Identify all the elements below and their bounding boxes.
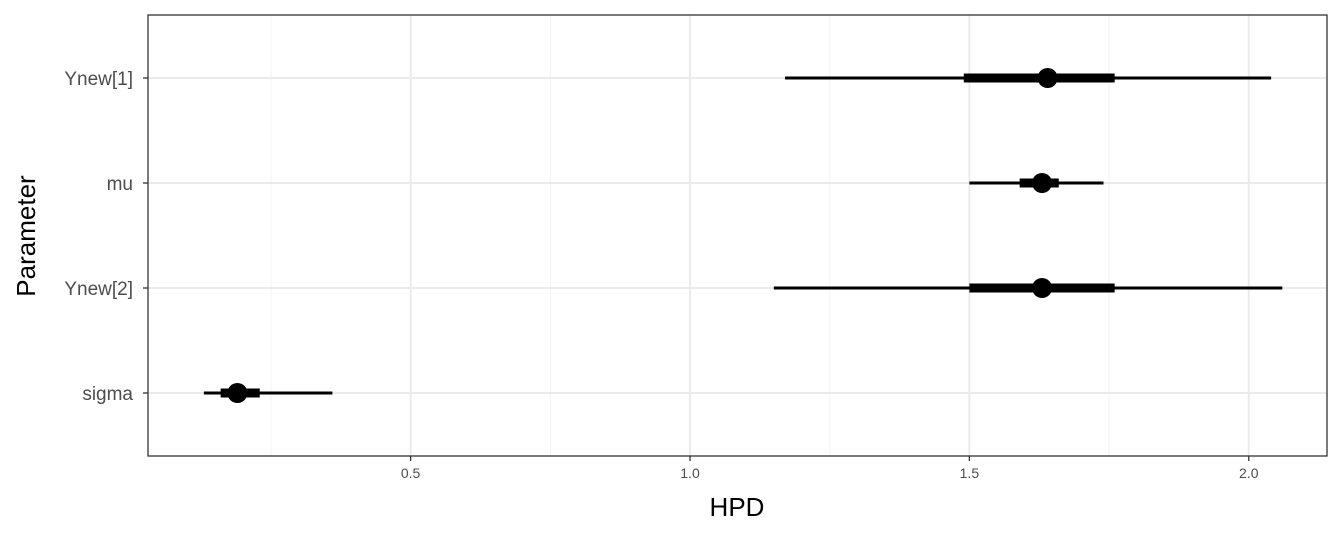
x-axis-title: HPD bbox=[710, 492, 765, 522]
major-gridlines bbox=[148, 15, 1327, 456]
x-axis-ticks: 0.5 1.0 1.5 2.0 bbox=[401, 456, 1259, 481]
y-tick-label: Ynew[1] bbox=[64, 69, 133, 90]
point-estimate bbox=[1032, 278, 1053, 298]
y-tick-label: Ynew[2] bbox=[64, 279, 133, 300]
x-tick-label: 1.5 bbox=[960, 465, 980, 481]
point-estimate bbox=[1032, 173, 1053, 193]
y-axis-ticks: Ynew[1] mu Ynew[2] sigma bbox=[64, 69, 148, 405]
y-axis-title: Parameter bbox=[11, 175, 41, 297]
x-tick-label: 1.0 bbox=[680, 465, 700, 481]
x-tick-label: 2.0 bbox=[1239, 465, 1259, 481]
y-tick-label: mu bbox=[107, 174, 133, 195]
plot-panel-border bbox=[147, 14, 1328, 457]
x-tick-label: 0.5 bbox=[401, 465, 421, 481]
y-tick-label: sigma bbox=[82, 384, 133, 405]
point-estimate bbox=[227, 383, 248, 403]
minor-gridlines bbox=[270, 15, 1110, 456]
interval-marks bbox=[203, 68, 1283, 403]
point-estimate bbox=[1037, 68, 1058, 88]
